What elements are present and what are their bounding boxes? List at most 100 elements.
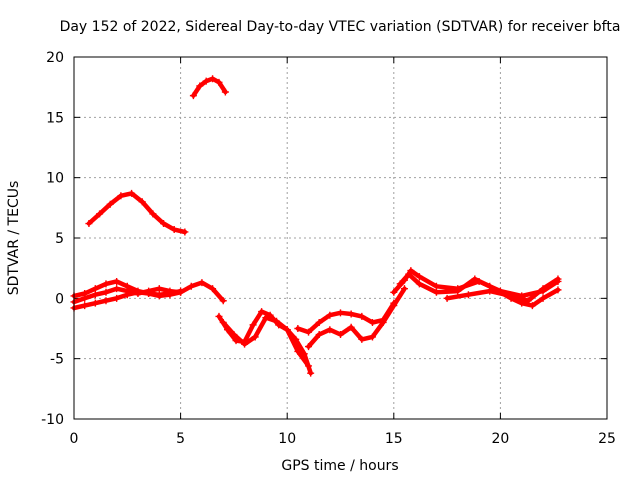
data-point [305, 328, 313, 336]
data-point [128, 189, 136, 197]
data-point [539, 294, 547, 302]
data-point [432, 282, 440, 290]
x-axis-label: GPS time / hours [281, 458, 398, 474]
data-point [91, 291, 99, 299]
x-tick-label: 20 [491, 431, 509, 447]
series-band [216, 309, 313, 376]
data-point [337, 309, 344, 317]
grid [74, 57, 607, 419]
data-point [81, 302, 89, 310]
x-tick-label: 0 [70, 431, 79, 447]
data-point [230, 331, 238, 339]
data-point [160, 220, 168, 228]
data-series [70, 75, 562, 377]
data-point [415, 280, 423, 288]
data-point [368, 333, 376, 341]
data-point [400, 285, 408, 293]
data-point [315, 318, 323, 326]
data-point [554, 286, 562, 294]
data-point [524, 297, 532, 305]
series-band [295, 300, 397, 335]
data-point [337, 331, 344, 339]
data-point [85, 220, 93, 228]
data-point [138, 198, 146, 206]
data-point [187, 282, 195, 290]
data-point [262, 314, 270, 322]
y-tick-label: 0 [55, 291, 64, 307]
data-point [307, 369, 315, 377]
data-point [390, 302, 398, 310]
y-axis-label: SDTVAR / TECUs [6, 181, 22, 296]
data-point [102, 297, 110, 305]
series-arc-7 [219, 314, 313, 370]
data-point [202, 77, 210, 85]
data-point [294, 325, 302, 332]
y-tick-label: 15 [46, 110, 64, 126]
data-point [432, 288, 440, 296]
data-point [155, 285, 163, 293]
data-point [283, 326, 291, 334]
series-band [191, 76, 228, 98]
data-point [215, 78, 223, 86]
data-point [305, 362, 313, 370]
data-point [454, 287, 462, 295]
data-point [507, 292, 515, 300]
data-point [170, 226, 178, 234]
data-point [294, 347, 302, 355]
data-point [347, 323, 355, 331]
series-band [306, 286, 407, 349]
data-point [209, 285, 217, 293]
data-point [149, 210, 157, 218]
data-point [415, 273, 423, 281]
y-tick-label: -5 [50, 352, 64, 368]
data-point [471, 275, 479, 283]
data-point [347, 310, 355, 318]
data-point [91, 285, 99, 293]
x-tick-label: 25 [598, 431, 616, 447]
data-point [249, 321, 257, 329]
data-point [528, 302, 536, 310]
data-point [486, 287, 494, 295]
data-point [113, 277, 121, 285]
data-point [177, 288, 185, 296]
chart-title: Day 152 of 2022, Sidereal Day-to-day VTE… [60, 19, 621, 35]
data-point [396, 280, 404, 288]
data-point [102, 288, 110, 296]
data-point [123, 287, 131, 295]
data-point [102, 280, 110, 288]
data-point [358, 312, 366, 320]
data-point [91, 299, 99, 307]
data-point [221, 88, 229, 96]
series-band [397, 271, 561, 308]
data-point [358, 335, 366, 343]
data-point [166, 287, 174, 295]
data-point [113, 294, 121, 302]
data-point [539, 285, 547, 293]
x-tick-label: 5 [176, 431, 185, 447]
data-point [117, 192, 125, 200]
data-point [241, 340, 249, 348]
data-point [145, 287, 153, 295]
data-point [273, 317, 281, 325]
data-point [189, 92, 197, 100]
data-point [251, 333, 259, 341]
data-point [464, 291, 472, 299]
data-point [407, 267, 415, 275]
data-point [113, 285, 121, 293]
x-tick-label: 10 [278, 431, 296, 447]
x-tick-label: 15 [385, 431, 403, 447]
data-point [219, 297, 227, 305]
data-point [368, 318, 376, 326]
data-point [315, 331, 323, 339]
y-tick-label: 10 [46, 171, 64, 187]
y-tick-label: -10 [41, 412, 64, 428]
data-point [155, 292, 163, 300]
data-point [554, 275, 562, 283]
data-point [443, 294, 451, 302]
series-arc-3 [70, 279, 227, 306]
series-band [86, 191, 188, 235]
data-point [198, 279, 206, 287]
data-point [81, 294, 89, 302]
